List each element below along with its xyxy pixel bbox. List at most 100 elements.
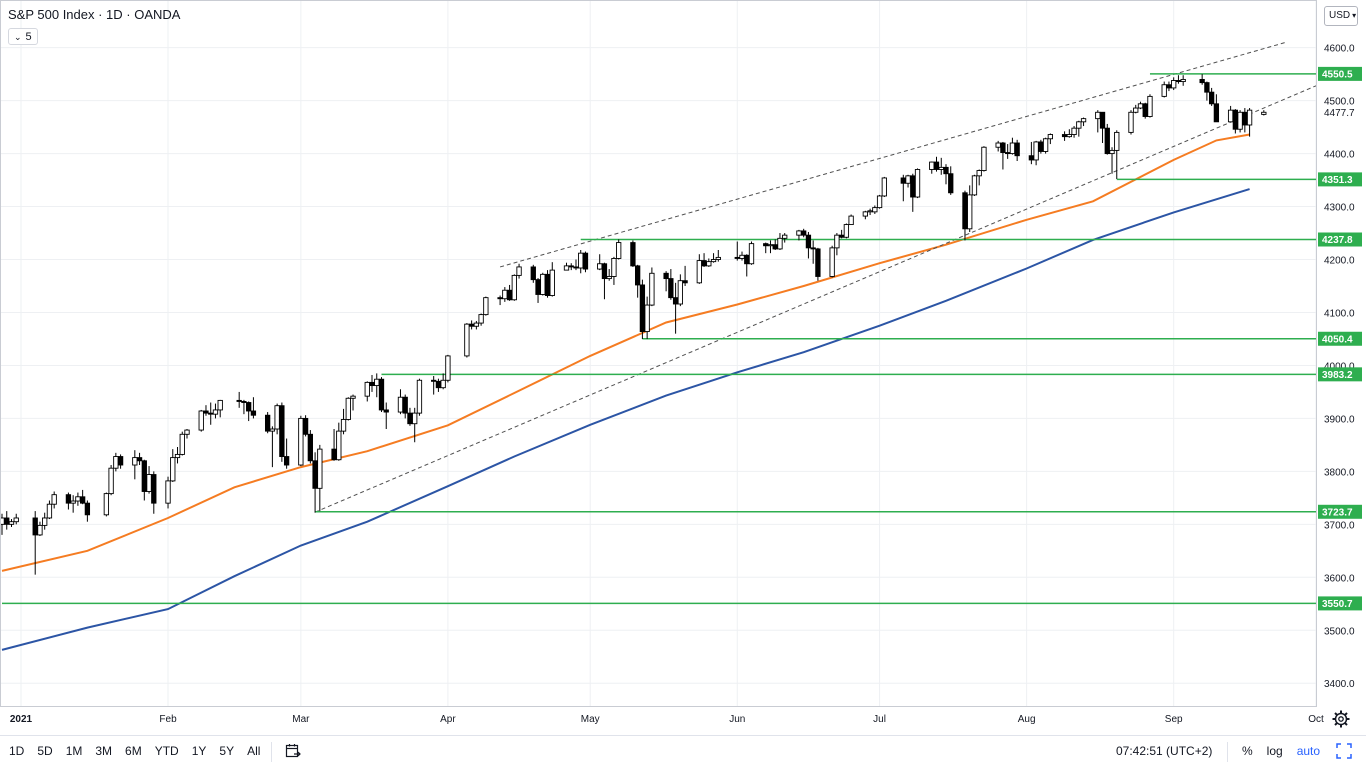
goto-date-icon[interactable] — [285, 743, 301, 759]
candle-body — [497, 297, 503, 300]
candle-body — [108, 467, 114, 495]
range-5d[interactable]: 5D — [37, 744, 53, 758]
candle-body — [943, 166, 949, 175]
indicator-collapse-button[interactable]: ⌄ 5 — [8, 28, 38, 45]
candle-body — [1104, 127, 1110, 155]
candle-body — [46, 503, 53, 519]
level-label: 3983.2 — [1322, 370, 1353, 381]
candle — [578, 249, 584, 274]
candle-body — [597, 263, 603, 270]
candle — [967, 185, 973, 232]
candle-body — [568, 265, 574, 268]
chart-canvas[interactable]: 3400.0 3500.0 3600.0 3700.0 3800.0 3900.0 4000… — [0, 0, 1366, 735]
candle-body — [834, 234, 840, 249]
candle-body — [578, 252, 584, 269]
range-6m[interactable]: 6M — [125, 744, 142, 758]
candle — [1080, 117, 1087, 127]
range-1y[interactable]: 1Y — [191, 744, 207, 758]
time-axis-tick-label: Apr — [440, 714, 456, 725]
candle-body — [668, 278, 674, 299]
candle — [312, 452, 318, 513]
auto-scale-toggle[interactable]: auto — [1296, 744, 1321, 758]
candle-body — [364, 381, 370, 397]
candle-body — [146, 474, 152, 492]
candle — [511, 274, 517, 301]
candle — [1171, 77, 1177, 91]
candle-body — [1180, 78, 1186, 83]
candle — [862, 210, 869, 220]
candle — [4, 511, 10, 530]
candle — [298, 415, 304, 467]
range-all[interactable]: All — [247, 744, 261, 758]
range-1m[interactable]: 1M — [65, 744, 83, 758]
candle — [1076, 120, 1082, 137]
candle-body — [1080, 118, 1087, 123]
candle — [682, 265, 688, 287]
candle — [914, 168, 921, 199]
candle — [1099, 111, 1106, 144]
candle — [151, 471, 157, 514]
candle-body — [79, 496, 86, 504]
candle — [1038, 139, 1044, 154]
candle-body — [132, 457, 138, 466]
log-scale-toggle[interactable]: log — [1266, 744, 1283, 758]
candle — [1000, 141, 1006, 170]
candle — [777, 233, 783, 250]
candle-body — [540, 273, 546, 295]
candle — [13, 513, 19, 525]
candle-body — [0, 517, 5, 525]
candle-body — [1208, 91, 1215, 105]
range-ytd[interactable]: YTD — [154, 744, 179, 758]
fullscreen-icon[interactable] — [1336, 743, 1352, 759]
candle — [8, 519, 15, 527]
range-5y[interactable]: 5Y — [219, 744, 235, 758]
candle — [407, 407, 413, 426]
range-1d[interactable]: 1D — [9, 744, 25, 758]
candle — [269, 426, 276, 468]
level-label-background — [1318, 367, 1362, 382]
candle-body — [179, 433, 185, 455]
candle — [706, 258, 712, 267]
candle — [502, 287, 508, 302]
candle-body — [1128, 111, 1134, 133]
candle-body — [805, 234, 812, 249]
price-axis-tick-label: 4000.0 — [1324, 361, 1355, 372]
candle-body — [701, 260, 707, 267]
candle-body — [1175, 80, 1182, 83]
candle-body — [170, 457, 176, 482]
candle-body — [1047, 134, 1054, 140]
candle — [369, 374, 375, 392]
candle — [1047, 133, 1054, 145]
percent-scale-toggle[interactable]: % — [1242, 744, 1253, 758]
candle — [544, 270, 551, 298]
candle-body — [544, 273, 551, 296]
candle — [772, 239, 778, 250]
candle-body — [767, 244, 774, 247]
candle-body — [601, 263, 608, 280]
candle-body — [1009, 142, 1016, 155]
candle-body — [734, 256, 740, 259]
candle — [1042, 137, 1049, 154]
currency-selector[interactable]: USD ▾ — [1324, 6, 1358, 26]
candle — [1227, 105, 1234, 123]
candle — [468, 320, 475, 330]
level-label: 4550.5 — [1322, 69, 1353, 80]
timezone-clock[interactable]: 07:42:51 (UTC+2) — [1116, 744, 1213, 758]
candle-body — [516, 266, 522, 276]
time-axis: 2021 Feb Mar Apr May Jun Jul Aug Sep Oct — [10, 714, 1324, 725]
candle-body — [801, 230, 807, 236]
candle-body — [867, 210, 873, 213]
candle-body — [70, 500, 76, 504]
trend-line-lower-trend — [314, 85, 1316, 513]
candle-body — [938, 166, 944, 170]
settings-gear-icon[interactable] — [1331, 709, 1351, 729]
candle — [317, 444, 323, 512]
candle — [1199, 74, 1205, 85]
range-3m[interactable]: 3M — [95, 744, 113, 758]
candle — [672, 282, 679, 334]
candle-body — [151, 474, 157, 504]
candle-body — [374, 378, 380, 387]
candle-body — [412, 412, 418, 425]
candle — [179, 431, 185, 456]
